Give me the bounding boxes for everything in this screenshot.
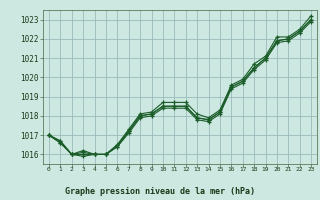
Text: Graphe pression niveau de la mer (hPa): Graphe pression niveau de la mer (hPa) [65,187,255,196]
